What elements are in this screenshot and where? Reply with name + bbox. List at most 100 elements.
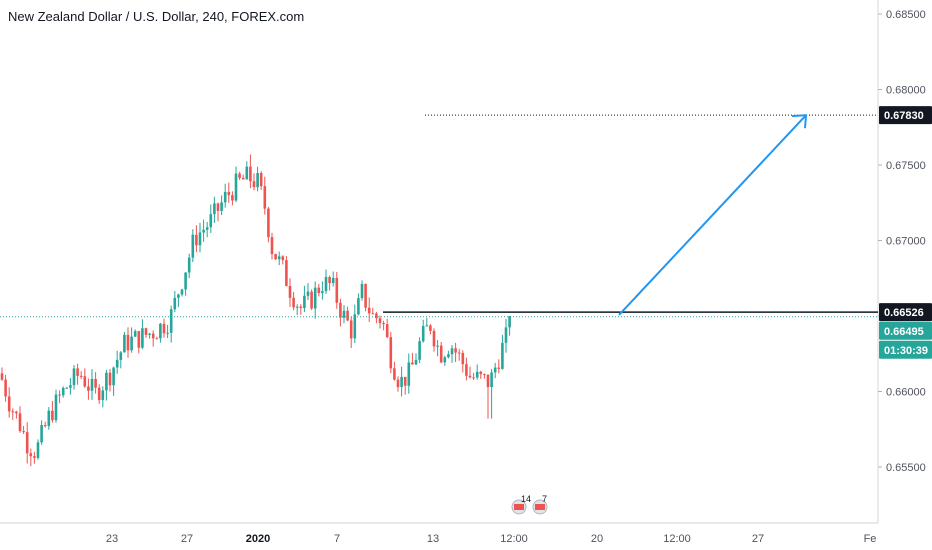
candle-body xyxy=(130,336,133,351)
candle-body xyxy=(364,283,367,308)
candle-body xyxy=(155,338,159,340)
candle-body xyxy=(396,379,400,388)
candle-body xyxy=(195,234,198,246)
candle-body xyxy=(493,367,497,373)
candle-body xyxy=(421,326,425,342)
candle-body xyxy=(486,374,490,388)
candle-body xyxy=(418,341,421,360)
candle-body xyxy=(367,307,371,314)
candle-body xyxy=(119,352,123,360)
candle-body xyxy=(126,334,130,351)
candle-body xyxy=(47,410,51,426)
current-price-label: 0.66495 xyxy=(884,326,924,338)
candle-body xyxy=(403,376,407,386)
candle-body xyxy=(331,277,335,284)
candle-body xyxy=(51,410,54,421)
candle-body xyxy=(187,257,191,273)
x-tick-label: 2020 xyxy=(246,533,270,545)
candle-body xyxy=(497,367,501,369)
candle-body xyxy=(54,394,58,421)
candle-body xyxy=(61,387,65,396)
candle-body xyxy=(450,348,454,355)
candle-body xyxy=(76,368,79,376)
candle-body xyxy=(166,332,169,334)
candle-body xyxy=(310,291,313,309)
candle-body xyxy=(83,376,87,387)
candle-body xyxy=(105,372,108,391)
event-marker-14: 14 xyxy=(521,494,531,504)
candle-body xyxy=(443,357,447,363)
x-tick-label: 12:00 xyxy=(500,533,528,545)
candle-body xyxy=(328,276,331,284)
candle-body xyxy=(306,291,310,296)
candle-body xyxy=(324,276,328,292)
candle-body xyxy=(115,359,119,368)
candle-body xyxy=(173,297,177,310)
target-price-label: 0.67830 xyxy=(884,110,924,122)
candle-body xyxy=(277,256,281,260)
candle-body xyxy=(429,325,432,331)
candle-body xyxy=(191,234,195,258)
candle-body xyxy=(321,291,324,294)
candle-body xyxy=(385,324,389,338)
candle-body xyxy=(259,173,263,187)
candle-body xyxy=(177,294,180,298)
arrow-head-icon xyxy=(791,114,808,129)
candle-body xyxy=(436,345,439,347)
countdown-label: 01:30:39 xyxy=(884,345,928,357)
candle-body xyxy=(439,345,443,363)
candle-body xyxy=(472,377,475,379)
y-tick-label: 0.68000 xyxy=(886,85,926,97)
candle-body xyxy=(234,173,238,201)
candle-body xyxy=(123,334,126,353)
candle-body xyxy=(58,394,61,396)
candle-body xyxy=(65,387,69,389)
candle-body xyxy=(133,331,137,337)
candle-body xyxy=(281,256,285,261)
x-tick-label: 12:00 xyxy=(663,533,691,545)
candle-body xyxy=(29,453,33,457)
candle-body xyxy=(360,283,364,299)
candle-body xyxy=(36,442,40,458)
candle-body xyxy=(241,177,245,180)
candle-body xyxy=(349,320,353,339)
candle-body xyxy=(357,298,360,315)
resistance-price-label: 0.66526 xyxy=(884,307,924,319)
candle-body xyxy=(425,325,429,327)
candle-body xyxy=(101,390,105,401)
candle-body xyxy=(389,337,393,369)
candle-body xyxy=(227,191,231,196)
candle-body xyxy=(375,313,378,319)
candle-body xyxy=(400,376,403,388)
candle-body xyxy=(40,425,43,443)
candle-body xyxy=(148,333,151,335)
candle-body xyxy=(159,323,162,339)
candle-body xyxy=(270,237,274,255)
candle-body xyxy=(72,368,76,386)
candle-body xyxy=(346,310,349,321)
x-tick-label: Fe xyxy=(864,533,877,545)
resistance-price-label-bg xyxy=(879,303,932,322)
candle-body xyxy=(144,328,148,335)
current-price-label-bg xyxy=(879,321,932,340)
x-tick-label: 27 xyxy=(752,533,764,545)
candle-body xyxy=(339,302,342,318)
candle-body xyxy=(15,411,18,414)
candle-body xyxy=(295,306,299,308)
candle-body xyxy=(256,173,259,188)
event-marker-7: 7 xyxy=(542,494,547,504)
candle-body xyxy=(411,362,414,365)
candle-body xyxy=(465,364,468,376)
candle-body xyxy=(216,203,220,211)
y-tick-label: 0.65500 xyxy=(886,462,926,474)
candle-body xyxy=(213,203,216,215)
x-tick-label: 13 xyxy=(427,533,439,545)
candle-body xyxy=(342,310,346,318)
candle-body xyxy=(479,371,483,375)
candle-body xyxy=(501,342,504,369)
candle-body xyxy=(378,318,382,324)
event-marker-14-flag-stripe xyxy=(514,504,524,510)
candle-body xyxy=(198,232,202,246)
candle-body xyxy=(393,368,396,380)
